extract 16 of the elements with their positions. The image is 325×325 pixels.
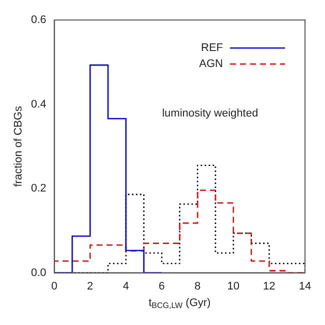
y-tick-label: 0.0 bbox=[30, 266, 46, 279]
legend-label: REF bbox=[201, 42, 224, 54]
x-tick-label: 10 bbox=[227, 280, 240, 292]
annotation: luminosity weighted bbox=[162, 108, 258, 120]
x-tick-label: 4 bbox=[122, 280, 129, 292]
legend-label: AGN bbox=[199, 58, 224, 70]
x-tick-label: 12 bbox=[263, 280, 276, 292]
y-axis-title: fraction of CBGs bbox=[12, 106, 24, 187]
x-tick-label: 14 bbox=[298, 280, 312, 292]
x-tick-label: 2 bbox=[87, 280, 94, 292]
y-tick-label: 0.2 bbox=[30, 182, 46, 195]
y-tick-label: 0.6 bbox=[30, 14, 46, 26]
x-tick-label: 6 bbox=[158, 280, 165, 292]
y-tick-label: 0.4 bbox=[30, 98, 46, 110]
x-tick-label: 0 bbox=[51, 280, 58, 292]
x-tick-label: 8 bbox=[194, 280, 201, 292]
